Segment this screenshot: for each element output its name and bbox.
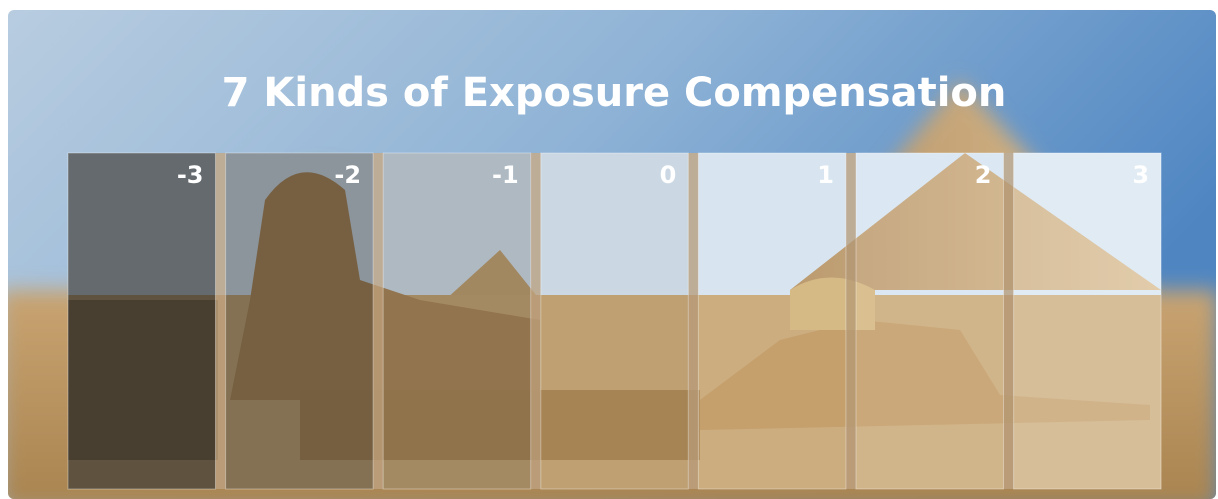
panel-gap (531, 153, 541, 489)
panel-shade (383, 153, 531, 489)
panel-light (698, 153, 846, 489)
panel: -2 (226, 153, 374, 489)
panel: -3 (68, 153, 216, 489)
banner: -3 -2 -1 0 1 2 3 7 Kinds of Exposure Compensat… (0, 0, 1218, 499)
panel-gap (1004, 153, 1014, 489)
panel-label: -3 (177, 161, 204, 189)
panel-gap (688, 153, 698, 489)
panel-gap (373, 153, 383, 489)
panel-shade (226, 153, 374, 489)
panel: 2 (856, 153, 1004, 489)
panel-label: 1 (817, 161, 834, 189)
panel-light (1014, 153, 1162, 489)
panel-label: 2 (975, 161, 992, 189)
panel-shade (68, 153, 216, 489)
panel-shade (541, 153, 689, 489)
panel-label: 0 (660, 161, 677, 189)
panel: 0 (541, 153, 689, 489)
panel: 1 (698, 153, 846, 489)
panel-label: -1 (492, 161, 519, 189)
panel-label: 3 (1132, 161, 1149, 189)
panel-light (856, 153, 1004, 489)
panel-label: -2 (334, 161, 361, 189)
panel: -1 (383, 153, 531, 489)
panel-gap (216, 153, 226, 489)
panel: 3 (1014, 153, 1162, 489)
title: 7 Kinds of Exposure Compensation (222, 70, 1007, 116)
panel-gap (846, 153, 856, 489)
